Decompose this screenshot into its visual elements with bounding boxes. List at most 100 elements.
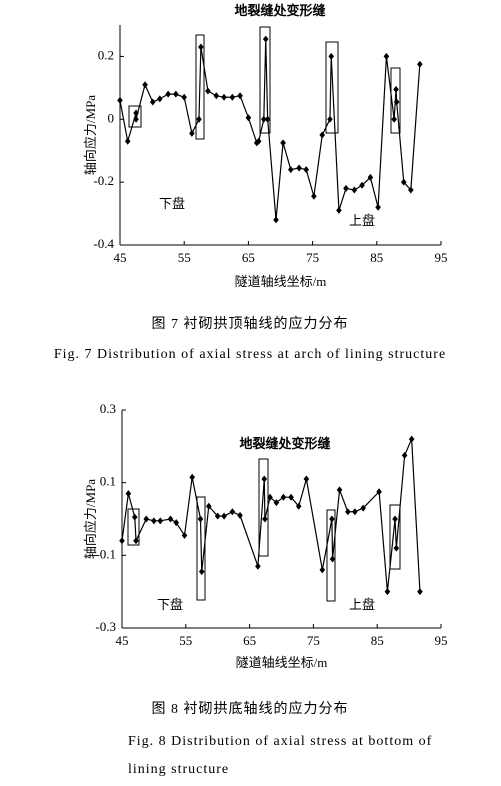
box xyxy=(390,67,401,134)
x-tick-label: 65 xyxy=(243,633,256,648)
data-point xyxy=(273,499,280,507)
chart-title: 地裂缝处变形缝 xyxy=(234,3,325,18)
data-point xyxy=(311,192,317,200)
data-point xyxy=(261,475,268,483)
data-point xyxy=(221,93,227,101)
data-point xyxy=(295,502,302,510)
caption: 图 8 衬砌拱底轴线的应力分布 xyxy=(152,700,349,717)
data-point xyxy=(165,90,171,98)
data-point xyxy=(133,537,139,545)
data-point xyxy=(408,186,414,194)
caption-en: Fig. 8 Distribution of axial stress at b… xyxy=(128,734,432,749)
data-point xyxy=(173,519,180,527)
caption-en: lining structure xyxy=(128,762,229,777)
data-point xyxy=(328,52,335,60)
data-point xyxy=(343,184,349,192)
data-point xyxy=(149,98,156,106)
y-tick-label: -0.1 xyxy=(95,546,116,561)
y-tick-label: -0.4 xyxy=(93,236,114,251)
data-point xyxy=(319,566,326,574)
data-point xyxy=(261,115,267,123)
data-point xyxy=(198,43,204,51)
data-line xyxy=(119,39,421,220)
data-point xyxy=(262,515,268,523)
data-point xyxy=(196,115,202,123)
data-point xyxy=(393,544,400,552)
y-axis-label: 轴向应力/MPa xyxy=(83,95,98,175)
box xyxy=(258,458,269,557)
data-point xyxy=(267,493,273,501)
data-point xyxy=(367,173,374,181)
data-point xyxy=(197,515,204,523)
x-tick-label: 95 xyxy=(435,633,448,648)
x-tick-label: 95 xyxy=(435,250,448,265)
data-point xyxy=(417,588,423,596)
y-axis-label: 轴向应力/MPa xyxy=(83,479,98,559)
chart-title: 地裂缝处变形缝 xyxy=(239,436,330,451)
data-point xyxy=(181,93,187,101)
data-point xyxy=(336,486,343,494)
data-point xyxy=(280,493,287,501)
data-point xyxy=(327,115,333,123)
data-point xyxy=(408,435,415,443)
data-point xyxy=(280,139,286,147)
y-tick-label: -0.3 xyxy=(95,619,116,634)
data-point xyxy=(221,512,227,520)
data-point xyxy=(205,87,211,95)
data-point xyxy=(287,166,294,174)
data-point xyxy=(173,90,179,98)
data-point xyxy=(198,568,205,576)
data-point xyxy=(375,203,381,211)
data-point xyxy=(124,137,131,145)
data-point xyxy=(392,515,398,523)
x-tick-label: 65 xyxy=(242,250,255,265)
data-point xyxy=(376,488,382,496)
data-point xyxy=(303,475,310,483)
data-point xyxy=(288,493,294,501)
box xyxy=(195,34,205,140)
data-point xyxy=(296,164,302,172)
x-tick-label: 45 xyxy=(116,633,129,648)
data-point xyxy=(273,216,279,224)
data-point xyxy=(351,186,358,194)
data-point xyxy=(157,517,164,525)
data-point xyxy=(229,93,236,101)
y-tick-label: 0.2 xyxy=(98,47,114,62)
data-point xyxy=(262,35,269,43)
data-point xyxy=(117,96,123,104)
data-point xyxy=(352,508,358,516)
data-point xyxy=(245,114,252,122)
data-point xyxy=(189,129,195,137)
y-tick-label: 0.3 xyxy=(100,401,116,416)
y-tick-label: -0.2 xyxy=(93,173,114,188)
data-point xyxy=(189,473,195,481)
data-line xyxy=(121,438,421,592)
data-point xyxy=(264,115,271,123)
data-point xyxy=(237,92,243,100)
data-point xyxy=(417,60,423,68)
x-tick-label: 55 xyxy=(178,250,191,265)
data-point xyxy=(119,537,125,545)
box xyxy=(196,496,206,601)
data-point xyxy=(125,490,132,498)
data-point xyxy=(133,115,139,123)
box xyxy=(127,508,140,546)
caption-en: Fig. 7 Distribution of axial stress at a… xyxy=(54,347,446,362)
x-tick-label: 75 xyxy=(307,633,320,648)
data-point xyxy=(393,85,399,93)
x-axis-label: 隧道轴线坐标/m xyxy=(236,655,328,670)
box xyxy=(389,504,401,570)
box xyxy=(326,509,336,602)
data-point xyxy=(205,502,212,510)
data-point xyxy=(384,588,391,596)
data-point xyxy=(329,555,336,563)
box xyxy=(259,26,271,134)
data-point xyxy=(329,515,335,523)
data-point xyxy=(303,166,309,174)
data-point xyxy=(237,511,243,519)
x-axis-label: 隧道轴线坐标/m xyxy=(235,274,327,289)
data-point xyxy=(214,512,221,520)
data-point xyxy=(400,178,407,186)
data-point xyxy=(143,515,150,523)
